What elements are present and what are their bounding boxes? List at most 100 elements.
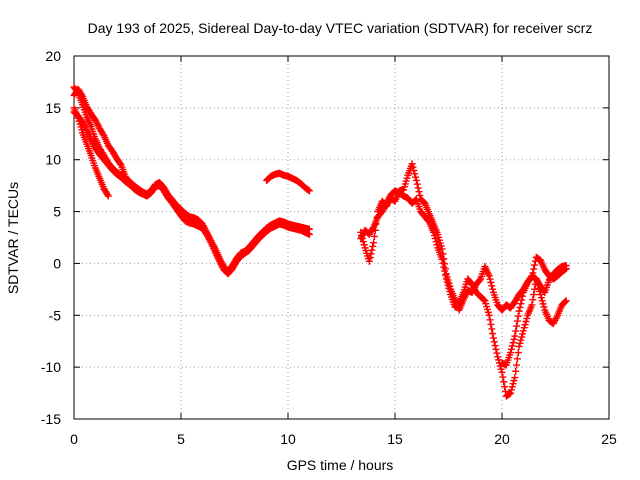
data-point: [430, 231, 438, 239]
data-point: [512, 327, 520, 335]
y-tick-label: 20: [45, 48, 61, 64]
data-point: [440, 263, 448, 271]
y-tick-label: 15: [45, 100, 61, 116]
data-point: [517, 300, 525, 308]
data-point: [522, 318, 530, 326]
data-point: [360, 241, 368, 249]
data-point: [445, 284, 453, 292]
data-point: [533, 278, 541, 286]
data-point: [561, 298, 569, 306]
data-point: [489, 285, 497, 293]
x-tick-label: 20: [494, 431, 510, 447]
data-point: [515, 307, 523, 315]
data-point: [509, 339, 517, 347]
data-point: [446, 287, 454, 295]
data-point: [485, 272, 493, 280]
series-track-h: [498, 253, 570, 369]
data-point: [492, 345, 500, 353]
data-point: [487, 320, 495, 328]
data-point: [78, 91, 86, 99]
data-point: [539, 300, 547, 308]
data-point: [498, 368, 506, 376]
data-point: [513, 355, 521, 363]
data-point: [413, 180, 421, 188]
data-point: [442, 271, 450, 279]
data-point: [126, 181, 134, 189]
data-point: [514, 349, 522, 357]
data-point: [511, 374, 519, 382]
data-point: [512, 367, 520, 375]
data-point: [562, 265, 570, 273]
data-point: [489, 330, 497, 338]
data-point: [412, 173, 420, 181]
y-tick-label: 10: [45, 152, 61, 168]
data-point: [487, 279, 495, 287]
data-point: [519, 292, 527, 300]
data-point: [491, 342, 499, 350]
data-point: [490, 338, 498, 346]
chart-title: Day 193 of 2025, Sidereal Day-to-day VTE…: [88, 20, 593, 36]
x-tick-label: 10: [280, 431, 296, 447]
data-point: [431, 235, 439, 243]
data-point: [493, 349, 501, 357]
data-point: [305, 230, 313, 238]
data-point: [531, 261, 539, 269]
series-track-b: [70, 108, 313, 278]
data-point: [433, 241, 441, 249]
data-point: [369, 242, 377, 250]
data-point: [438, 255, 446, 263]
data-point: [520, 324, 528, 332]
data-point: [495, 356, 503, 364]
data-point: [415, 188, 423, 196]
data-point: [521, 321, 529, 329]
axis-ticks: 0 5 10 15 20 25 -15 -10 -5 0 5 10 15 20: [41, 48, 617, 447]
data-point: [412, 176, 420, 184]
data-point: [104, 192, 112, 200]
y-tick-label: -5: [49, 307, 62, 323]
data-point: [370, 239, 378, 247]
data-point: [535, 284, 543, 292]
data-point: [508, 383, 516, 391]
data-point: [476, 276, 484, 284]
data-point: [370, 232, 378, 240]
data-point: [408, 160, 416, 168]
data-point: [507, 345, 515, 353]
data-point: [485, 311, 493, 319]
data-point: [510, 335, 518, 343]
data-point: [537, 291, 545, 299]
data-point: [507, 386, 515, 394]
data-point: [516, 303, 524, 311]
data-point: [430, 228, 438, 236]
series-track-c: [70, 104, 112, 200]
data-point: [368, 246, 376, 254]
data-point: [540, 303, 548, 311]
data-point: [509, 380, 517, 388]
series-track-e: [263, 169, 313, 195]
data-point: [528, 301, 536, 309]
data-point: [531, 285, 539, 293]
data-point: [305, 187, 313, 195]
data-point: [529, 269, 537, 277]
data-point: [537, 294, 545, 302]
data-point: [528, 273, 536, 281]
data-point: [499, 373, 507, 381]
data-point: [366, 254, 374, 262]
y-tick-label: 5: [53, 204, 61, 220]
data-point: [517, 336, 525, 344]
data-point: [510, 377, 518, 385]
data-point: [515, 342, 523, 350]
data-point: [519, 327, 527, 335]
x-tick-label: 0: [70, 431, 78, 447]
series-track-a: [70, 83, 313, 276]
data-point: [369, 225, 377, 233]
data-point: [507, 349, 515, 357]
data-point: [365, 257, 373, 265]
data-point: [103, 191, 111, 199]
series-track-d: [70, 85, 134, 189]
data-point: [414, 184, 422, 192]
data-point: [489, 334, 497, 342]
x-tick-label: 25: [601, 431, 617, 447]
data-point: [432, 238, 440, 246]
data-point: [529, 296, 537, 304]
